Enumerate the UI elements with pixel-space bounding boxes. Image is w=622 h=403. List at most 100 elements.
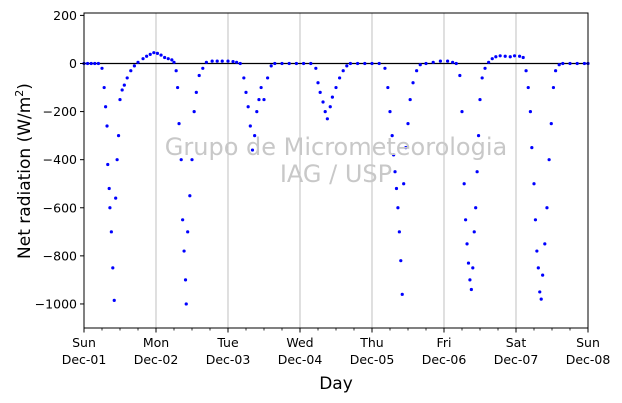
- data-point: [105, 124, 109, 128]
- data-point: [454, 61, 458, 66]
- data-point: [545, 206, 549, 210]
- data-point: [538, 290, 542, 294]
- data-point: [242, 76, 246, 80]
- data-point: [582, 61, 587, 66]
- y-axis-ticks: 200 0 −200 −400 −600 −800 −1000: [35, 8, 84, 311]
- data-point: [424, 61, 428, 66]
- data-point: [321, 100, 325, 104]
- data-point: [280, 61, 284, 66]
- data-point: [111, 266, 115, 270]
- data-point: [325, 117, 329, 121]
- y-tick-label: −600: [43, 200, 77, 215]
- y-tick-label: −800: [43, 248, 77, 263]
- data-point: [188, 194, 192, 198]
- data-point: [568, 61, 572, 66]
- data-point: [462, 182, 466, 186]
- data-point: [539, 297, 543, 301]
- data-point: [557, 63, 561, 67]
- data-point: [475, 170, 479, 174]
- data-point: [397, 230, 401, 234]
- x-axis-ticks: Sun Dec-01 Mon Dec-02 Tue Dec-03 Wed Dec-04 Thu D…: [62, 328, 611, 367]
- data-point: [163, 55, 167, 60]
- data-point: [190, 158, 194, 162]
- y-axis-title-base: Net radiation (W/m: [15, 97, 35, 259]
- data-point: [181, 218, 185, 222]
- data-point: [159, 53, 163, 57]
- data-point: [328, 105, 332, 109]
- x-tick-weekday: Wed: [286, 335, 313, 350]
- data-point: [338, 76, 342, 80]
- x-tick-weekday: Fri: [437, 335, 452, 350]
- data-point: [294, 61, 298, 66]
- x-tick-date: Dec-02: [134, 352, 179, 367]
- data-point: [109, 230, 113, 234]
- data-point: [125, 76, 129, 80]
- data-point: [194, 90, 198, 94]
- data-point: [287, 61, 291, 66]
- data-point: [549, 122, 553, 126]
- data-point: [503, 54, 507, 58]
- data-point: [316, 81, 320, 85]
- x-tick-date: Dec-08: [566, 352, 611, 367]
- data-point: [179, 158, 183, 162]
- data-point: [521, 55, 525, 60]
- data-point: [498, 54, 502, 58]
- data-point: [547, 158, 551, 162]
- data-point: [383, 66, 387, 70]
- data-point: [518, 54, 522, 58]
- data-point: [411, 81, 415, 85]
- data-point: [100, 66, 104, 70]
- data-point: [469, 287, 473, 292]
- data-point: [122, 83, 126, 87]
- x-axis-title: Day: [319, 374, 353, 394]
- data-point: [314, 66, 318, 70]
- data-point: [269, 64, 273, 68]
- data-point: [483, 66, 487, 70]
- data-point: [390, 134, 394, 138]
- data-point: [330, 95, 334, 99]
- data-point: [255, 109, 259, 114]
- data-point: [183, 278, 188, 282]
- data-point: [141, 57, 145, 61]
- data-point: [93, 61, 97, 66]
- x-tick-date: Dec-06: [422, 352, 467, 367]
- data-point: [172, 60, 176, 64]
- data-point: [108, 206, 112, 210]
- data-point: [250, 148, 255, 152]
- data-point: [532, 182, 536, 186]
- data-point: [220, 59, 224, 63]
- x-tick-date: Dec-07: [494, 352, 539, 367]
- data-point: [155, 51, 160, 55]
- data-point: [116, 134, 121, 138]
- data-point: [396, 206, 400, 210]
- data-point: [431, 60, 435, 64]
- watermark-line-2: IAG / USP: [280, 160, 392, 188]
- data-point: [494, 55, 498, 59]
- x-tick-weekday: Tue: [216, 335, 239, 350]
- data-point: [446, 59, 450, 63]
- data-point: [468, 278, 472, 282]
- data-point: [535, 249, 539, 253]
- data-point: [106, 162, 110, 167]
- data-point: [402, 182, 406, 186]
- data-point: [408, 97, 412, 102]
- data-point: [551, 85, 556, 90]
- data-point: [114, 196, 118, 200]
- y-axis-title-sup: 2: [13, 90, 26, 97]
- y-tick-label: −1000: [35, 296, 77, 311]
- data-point: [345, 64, 349, 68]
- y-axis-title-close: ): [15, 83, 35, 90]
- y-axis-title: Net radiation (W/m2): [13, 83, 35, 259]
- data-point: [474, 206, 478, 210]
- data-point: [104, 105, 108, 109]
- data-point: [348, 61, 352, 66]
- data-point: [136, 60, 140, 64]
- data-point: [451, 60, 455, 64]
- data-point: [458, 73, 462, 78]
- y-tick-label: 0: [69, 56, 77, 71]
- data-point: [543, 242, 547, 246]
- data-point: [186, 230, 190, 234]
- data-point: [166, 57, 170, 61]
- data-point: [478, 97, 482, 102]
- data-point: [386, 85, 390, 90]
